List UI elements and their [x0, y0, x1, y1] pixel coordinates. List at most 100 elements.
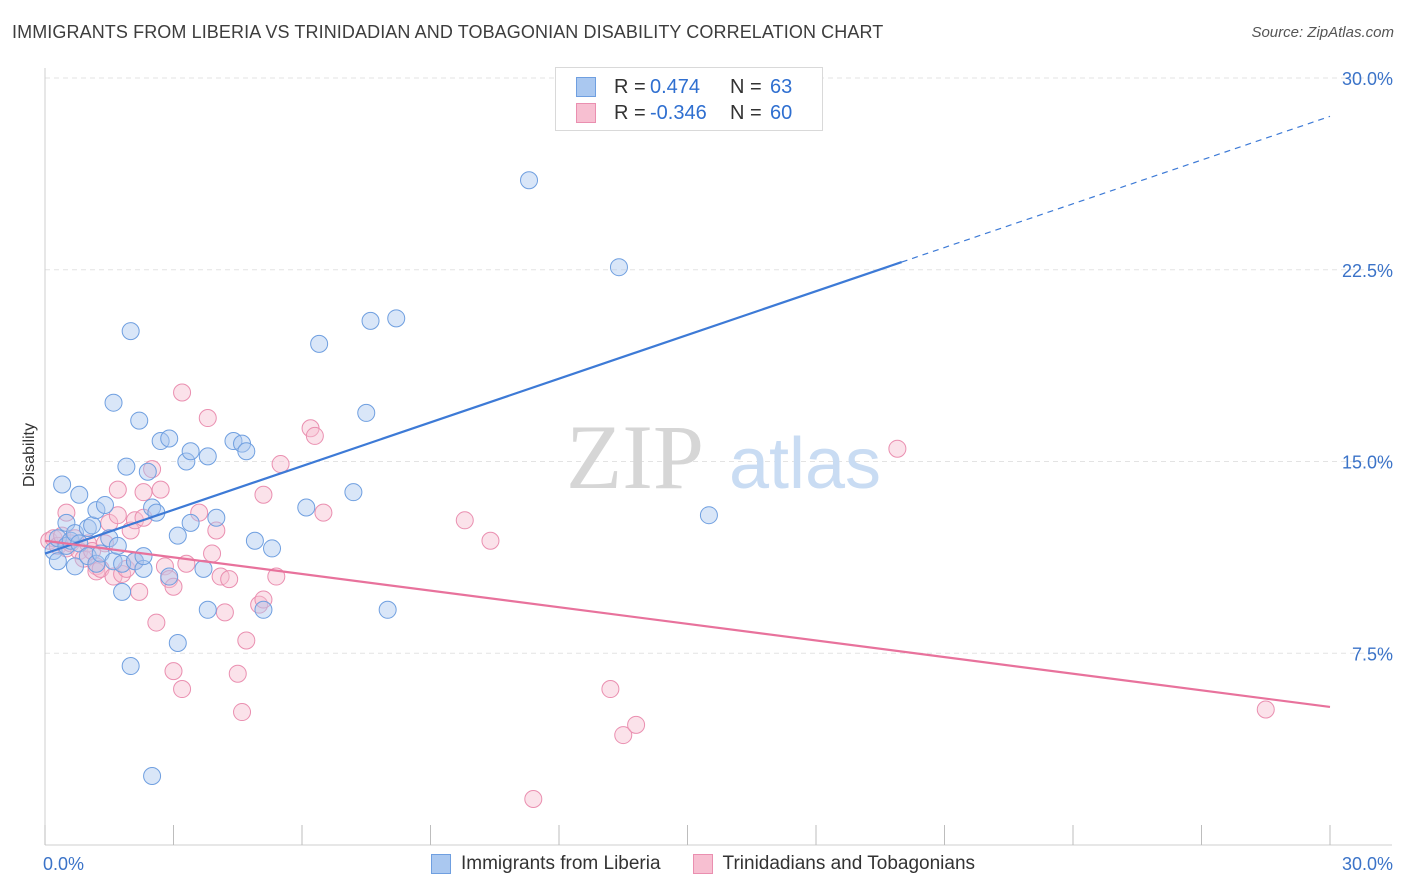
- trinidadians-point: [1256, 700, 1275, 719]
- trinidadians-point: [207, 521, 226, 540]
- watermark-zip: ZIP: [566, 406, 704, 508]
- trinidadians-point: [614, 726, 633, 745]
- liberia-trend-line: [44, 261, 903, 555]
- series-liberia-points: [44, 171, 718, 785]
- liberia-point: [168, 634, 187, 653]
- trinidadians-point: [627, 715, 646, 734]
- legend-swatch-trinidadians: [692, 854, 713, 874]
- liberia-point: [609, 258, 628, 277]
- watermark: ZIP atlas: [566, 406, 881, 508]
- y-tick-label: 30.0%: [1342, 69, 1393, 89]
- liberia-trend-extension: [901, 115, 1331, 263]
- liberia-point: [520, 171, 539, 190]
- trinidadians-point: [305, 426, 324, 445]
- legend-item-liberia[interactable]: Immigrants from Liberia: [430, 853, 661, 875]
- trend-lines: [44, 115, 1331, 709]
- liberia-point: [361, 311, 380, 330]
- liberia-point: [87, 501, 106, 520]
- liberia-point: [160, 429, 179, 448]
- liberia-point: [168, 526, 187, 545]
- trinidadians-point: [147, 613, 166, 632]
- r-label: R =: [614, 101, 646, 124]
- n-value: 60: [770, 101, 793, 124]
- liberia-point: [121, 657, 140, 676]
- y-axis-label: Disability: [21, 423, 38, 487]
- trinidadians-point: [215, 603, 234, 622]
- trinidadians-point: [314, 503, 333, 522]
- liberia-point: [357, 403, 376, 422]
- trinidadians-point: [237, 631, 256, 650]
- liberia-point: [387, 309, 406, 328]
- n-label: N =: [730, 75, 762, 98]
- liberia-point: [245, 531, 264, 550]
- liberia-point: [263, 539, 282, 558]
- trinidadians-point: [481, 531, 500, 550]
- liberia-point: [83, 516, 102, 535]
- trinidadians-point: [198, 409, 217, 428]
- series-legend: Immigrants from Liberia Trinidadians and…: [0, 852, 1406, 876]
- liberia-point: [310, 334, 329, 353]
- liberia-point: [113, 582, 132, 601]
- trinidadians-point: [228, 664, 247, 683]
- liberia-point: [177, 452, 196, 471]
- liberia-point: [143, 766, 162, 785]
- stats-legend: R = 0.474 N = 63 R = -0.346 N = 60: [555, 67, 823, 131]
- legend-label-liberia: Immigrants from Liberia: [460, 853, 661, 874]
- r-label: R =: [614, 75, 646, 98]
- legend-swatch-liberia: [576, 77, 596, 97]
- trinidadians-point: [888, 439, 907, 458]
- legend-swatch-trinidadians: [576, 103, 596, 123]
- legend-label-trinidadians: Trinidadians and Tobagonians: [722, 853, 976, 874]
- liberia-point: [198, 600, 217, 619]
- y-tick-label: 7.5%: [1352, 644, 1393, 664]
- trinidadians-point: [130, 582, 149, 601]
- liberia-point: [160, 567, 179, 586]
- axes: 7.5% 15.0% 22.5% 30.0% 0.0% 30.0%: [43, 68, 1393, 874]
- stats-legend-row-liberia: R = 0.474 N = 63: [576, 76, 792, 98]
- trinidadians-point: [254, 590, 273, 609]
- stats-legend-row-trinidadians: R = -0.346 N = 60: [576, 102, 792, 124]
- chart-title: IMMIGRANTS FROM LIBERIA VS TRINIDADIAN A…: [12, 22, 884, 42]
- liberia-point: [181, 513, 200, 532]
- y-tick-label: 15.0%: [1342, 453, 1393, 473]
- watermark-atlas: atlas: [729, 424, 881, 504]
- x-tick-label-max: 30.0%: [1342, 854, 1393, 874]
- x-tick-label-min: 0.0%: [43, 854, 84, 874]
- trinidadians-point: [57, 503, 76, 522]
- liberia-point: [121, 322, 140, 341]
- y-tick-label: 22.5%: [1342, 261, 1393, 281]
- trinidadians-point: [108, 506, 127, 525]
- liberia-point: [181, 442, 200, 461]
- liberia-point: [344, 483, 363, 502]
- trinidadians-point: [254, 485, 273, 504]
- trinidadians-trend-line: [44, 539, 1331, 709]
- liberia-point: [207, 508, 226, 527]
- liberia-point: [254, 600, 273, 619]
- liberia-point: [198, 447, 217, 466]
- liberia-point: [65, 557, 84, 576]
- r-value: 0.474: [650, 75, 701, 98]
- source-credit: Source: ZipAtlas.com: [1251, 24, 1394, 41]
- liberia-point: [53, 475, 72, 494]
- legend-swatch-liberia: [430, 854, 451, 874]
- liberia-point: [87, 554, 106, 573]
- trinidadians-point: [455, 511, 474, 530]
- series-trinidadians-points: [40, 383, 1275, 808]
- liberia-point: [134, 559, 153, 578]
- legend-item-trinidadians[interactable]: Trinidadians and Tobagonians: [692, 853, 976, 875]
- n-label: N =: [730, 101, 762, 124]
- liberia-point: [130, 411, 149, 430]
- trinidadians-point: [524, 789, 543, 808]
- liberia-point: [237, 442, 256, 461]
- liberia-point: [95, 495, 114, 514]
- trinidadians-point: [134, 483, 153, 502]
- liberia-point: [104, 393, 123, 412]
- liberia-point: [134, 547, 153, 566]
- trinidadians-point: [173, 680, 192, 699]
- trinidadians-point: [203, 544, 222, 563]
- n-value: 63: [770, 75, 793, 98]
- trinidadians-point: [164, 577, 183, 596]
- liberia-point: [138, 462, 157, 481]
- liberia-point: [48, 552, 67, 571]
